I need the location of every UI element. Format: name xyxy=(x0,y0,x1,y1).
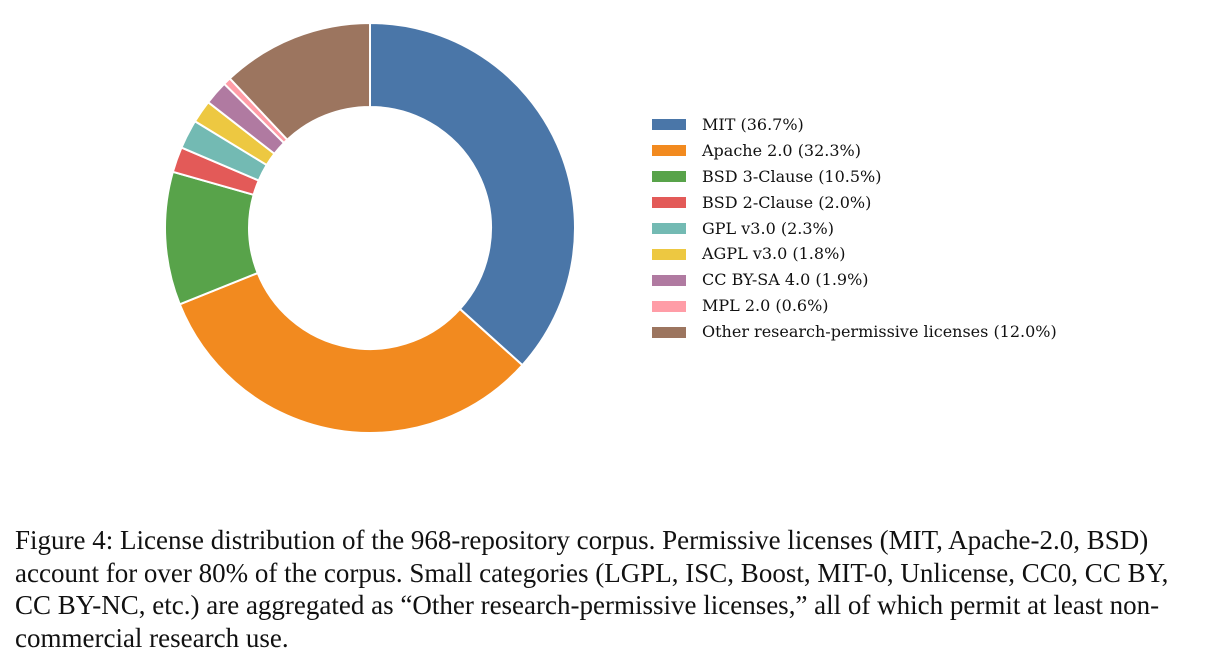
figure-caption: Figure 4: License distribution of the 96… xyxy=(15,525,1169,653)
legend-item: MPL 2.0 (0.6%) xyxy=(652,293,1212,319)
legend-label: MPL 2.0 (0.6%) xyxy=(702,296,829,316)
legend-label: GPL v3.0 (2.3%) xyxy=(702,218,834,238)
legend-swatch xyxy=(652,119,686,131)
legend-label: CC BY-SA 4.0 (1.9%) xyxy=(702,270,869,290)
legend-item: GPL v3.0 (2.3%) xyxy=(652,216,1212,242)
legend-item: BSD 3-Clause (10.5%) xyxy=(652,164,1212,190)
license-donut-chart xyxy=(164,21,576,434)
legend-swatch xyxy=(652,300,686,312)
legend-swatch xyxy=(652,223,686,234)
legend-item: MIT (36.7%) xyxy=(652,112,1212,138)
legend-label: MIT (36.7%) xyxy=(702,114,804,134)
legend-label: Other research-permissive licenses (12.0… xyxy=(702,322,1057,342)
legend-label: BSD 2-Clause (2.0%) xyxy=(702,192,872,212)
legend-label: AGPL v3.0 (1.8%) xyxy=(702,244,846,264)
legend-item: BSD 2-Clause (2.0%) xyxy=(652,190,1212,216)
legend-swatch xyxy=(652,171,686,183)
legend-item: Other research-permissive licenses (12.0… xyxy=(652,319,1212,345)
legend-swatch xyxy=(652,248,686,260)
legend-label: Apache 2.0 (32.3%) xyxy=(702,140,861,160)
donut-slice-apache-2-0 xyxy=(178,271,524,434)
legend-swatch xyxy=(652,274,686,286)
legend-swatch xyxy=(652,197,686,209)
donut-slice-other-research-permissive-licenses xyxy=(228,21,371,142)
legend-item: AGPL v3.0 (1.8%) xyxy=(652,241,1212,267)
legend-swatch xyxy=(652,145,686,157)
legend-label: BSD 3-Clause (10.5%) xyxy=(702,166,882,186)
legend-item: CC BY-SA 4.0 (1.9%) xyxy=(652,267,1212,293)
chart-legend: MIT (36.7%) Apache 2.0 (32.3%) BSD 3-Cla… xyxy=(652,112,1212,345)
legend-swatch xyxy=(652,326,686,338)
donut-slice-mit xyxy=(369,21,576,367)
legend-item: Apache 2.0 (32.3%) xyxy=(652,138,1212,164)
